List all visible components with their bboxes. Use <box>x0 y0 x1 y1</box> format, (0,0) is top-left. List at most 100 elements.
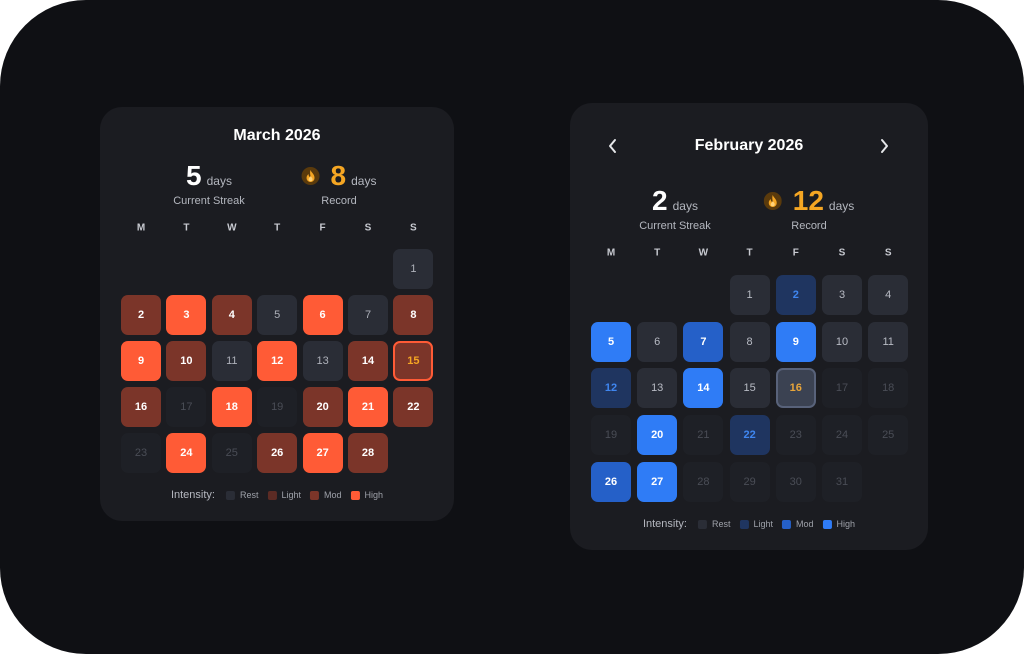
day-cell[interactable]: 17 <box>822 368 862 409</box>
day-cell[interactable]: 1 <box>729 275 770 315</box>
day-cell[interactable]: 12 <box>257 341 298 381</box>
legend-swatch <box>697 519 707 529</box>
day-cell[interactable]: 22 <box>729 415 770 456</box>
day-cell[interactable]: 20 <box>302 387 343 427</box>
day-cell[interactable]: 6 <box>637 321 678 362</box>
legend-item: Rest <box>239 490 259 500</box>
day-cell[interactable]: 21 <box>348 387 388 427</box>
weekday-label: M <box>606 247 616 259</box>
day-cell[interactable]: 15 <box>393 341 434 381</box>
day-cell[interactable]: 24 <box>166 433 207 473</box>
day-cell[interactable]: 11 <box>211 341 252 381</box>
stat-value: 5 <box>186 160 202 191</box>
day-cell[interactable]: 18 <box>868 368 909 409</box>
legend-swatch <box>225 490 235 500</box>
weekday-label: S <box>884 247 892 259</box>
day-cell[interactable]: 1 <box>393 249 434 289</box>
day-cell[interactable]: 2 <box>775 275 816 315</box>
record-stat: 8 days Record <box>301 160 376 207</box>
day-cell[interactable]: 27 <box>302 433 343 473</box>
legend-swatch <box>822 519 832 529</box>
legend-swatch <box>267 490 277 500</box>
day-cell[interactable]: 14 <box>683 368 724 409</box>
stat-value-line: 12 days <box>763 185 855 216</box>
day-cell[interactable]: 15 <box>729 368 770 409</box>
stat-value-line: 5 days <box>173 161 245 191</box>
calendar-card: March 2026 5 days Current Streak 8 days Record… <box>100 107 454 521</box>
day-cell[interactable]: 28 <box>683 461 724 502</box>
day-cell[interactable]: 6 <box>302 295 343 335</box>
stat-unit: days <box>672 199 698 213</box>
day-cell[interactable]: 23 <box>775 415 816 456</box>
stat-value: 12 <box>792 185 824 216</box>
day-cell[interactable]: 3 <box>822 275 862 315</box>
day-cell[interactable]: 2 <box>121 295 161 335</box>
day-cell[interactable]: 27 <box>637 461 678 502</box>
weekday-label: W <box>698 247 709 259</box>
day-cell[interactable]: 4 <box>211 295 252 335</box>
prev-month-button[interactable] <box>607 138 619 154</box>
day-cell[interactable]: 29 <box>729 461 770 502</box>
day-cell[interactable]: 8 <box>729 321 770 362</box>
day-cell[interactable]: 10 <box>822 321 862 362</box>
legend-swatch <box>350 490 360 500</box>
legend-item: High <box>364 490 384 500</box>
day-cell[interactable]: 17 <box>166 387 207 427</box>
stat-label: Current Streak <box>173 195 245 207</box>
legend-item: High <box>836 519 856 529</box>
day-cell[interactable]: 13 <box>302 341 343 381</box>
stat-value-line: 2 days <box>639 186 711 216</box>
stat-value: 8 <box>330 160 347 191</box>
weekday-label: S <box>364 222 372 234</box>
day-cell[interactable]: 11 <box>868 321 909 362</box>
day-cell[interactable]: 7 <box>348 295 388 335</box>
day-cell[interactable]: 9 <box>775 321 816 362</box>
day-cell[interactable]: 10 <box>166 341 207 381</box>
stat-unit: days <box>828 199 855 213</box>
day-cell[interactable]: 19 <box>591 415 631 456</box>
day-cell[interactable]: 25 <box>211 433 252 473</box>
day-cell[interactable]: 4 <box>868 275 909 315</box>
next-month-button[interactable] <box>878 138 890 154</box>
day-cell[interactable]: 23 <box>121 433 161 473</box>
weekday-label: M <box>136 222 146 234</box>
day-cell[interactable]: 5 <box>257 295 298 335</box>
day-cell[interactable]: 26 <box>591 461 631 502</box>
day-cell[interactable]: 8 <box>393 295 434 335</box>
weekday-label: F <box>792 247 799 259</box>
day-cell[interactable]: 14 <box>348 341 388 381</box>
day-cell[interactable]: 24 <box>822 415 862 456</box>
legend-label: Intensity: <box>642 518 687 530</box>
day-cell[interactable]: 18 <box>211 387 252 427</box>
day-cell[interactable]: 9 <box>121 341 161 381</box>
legend-item: Mod <box>796 519 814 529</box>
day-cell[interactable]: 16 <box>775 368 816 409</box>
day-cell[interactable]: 13 <box>637 368 678 409</box>
day-cell[interactable]: 26 <box>257 433 298 473</box>
day-cell[interactable]: 28 <box>348 433 388 473</box>
day-cell[interactable]: 5 <box>591 321 631 362</box>
month-title: March 2026 <box>233 127 321 144</box>
legend-item: Rest <box>711 519 731 529</box>
day-cell[interactable]: 3 <box>166 295 207 335</box>
day-cell[interactable]: 25 <box>868 415 909 456</box>
day-cell[interactable]: 20 <box>637 415 678 456</box>
day-cell[interactable]: 7 <box>683 321 724 362</box>
fire-icon <box>301 167 320 185</box>
weekday-label: S <box>838 247 846 259</box>
weekday-label: T <box>746 247 753 259</box>
current-streak-stat: 2 days Current Streak <box>639 186 711 233</box>
day-cell[interactable]: 31 <box>822 461 862 502</box>
legend-item: Light <box>281 490 302 500</box>
weekday-label: S <box>410 222 417 234</box>
weekday-label: T <box>274 222 281 234</box>
day-cell[interactable]: 21 <box>683 415 724 456</box>
day-cell[interactable]: 30 <box>775 461 816 502</box>
legend-swatch <box>310 490 320 500</box>
day-cell[interactable]: 19 <box>257 387 298 427</box>
day-cell[interactable]: 16 <box>121 387 161 427</box>
day-cell[interactable]: 22 <box>393 387 434 427</box>
legend-item: Light <box>753 519 774 529</box>
day-cell[interactable]: 12 <box>591 368 631 409</box>
